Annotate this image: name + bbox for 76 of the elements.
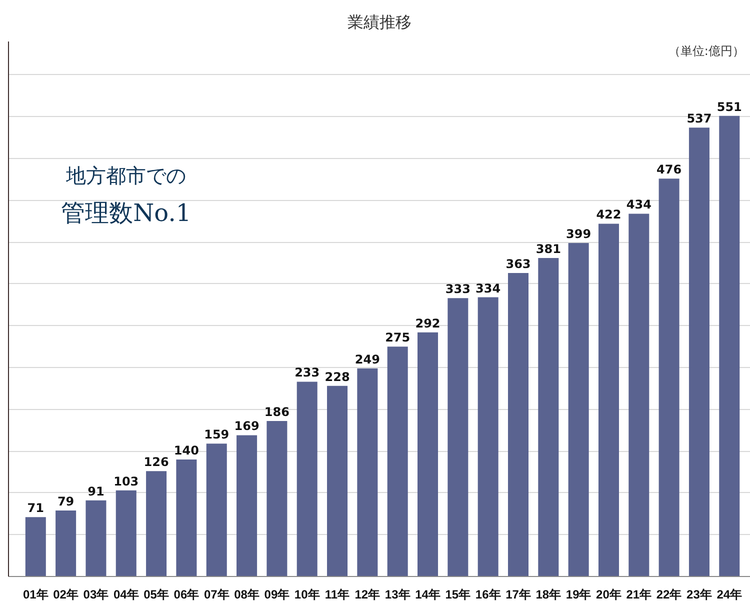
data-label: 551 <box>716 100 742 114</box>
x-tick-label: 22年 <box>656 588 682 602</box>
bar <box>56 510 76 576</box>
x-tick-label: 01年 <box>22 588 48 602</box>
data-label: 363 <box>506 257 531 272</box>
data-label: 233 <box>294 366 320 380</box>
data-label: 422 <box>596 208 622 222</box>
x-tick-label: 10年 <box>294 588 320 602</box>
annotation: 地方都市での <box>65 163 186 188</box>
data-label: 103 <box>114 474 139 488</box>
data-label: 381 <box>536 242 561 256</box>
bar <box>628 214 650 576</box>
data-label: 476 <box>656 162 682 177</box>
x-tick-label: 05年 <box>144 588 169 602</box>
bar <box>688 128 710 576</box>
x-tick-label: 03年 <box>83 588 109 602</box>
bar <box>176 459 197 576</box>
data-label: 169 <box>234 419 260 434</box>
bar <box>116 490 136 576</box>
x-tick-label: 17年 <box>506 588 531 602</box>
bar <box>719 116 740 576</box>
bar <box>266 421 288 576</box>
x-tick-label: 11年 <box>324 588 350 602</box>
data-label: 275 <box>385 330 410 345</box>
bar <box>296 382 318 576</box>
annotation: （単位:億円） <box>668 44 744 58</box>
x-tick-label: 12年 <box>354 588 380 602</box>
bar <box>327 386 348 576</box>
bar <box>206 444 227 576</box>
bar <box>658 178 680 576</box>
chart-title: 業績推移 <box>348 12 412 32</box>
x-tick-label: 24年 <box>716 588 742 602</box>
data-label: 399 <box>566 226 592 241</box>
data-label: 126 <box>144 455 169 470</box>
bar <box>448 298 468 576</box>
x-tick-label: 20年 <box>596 588 622 602</box>
x-tick-label: 14年 <box>415 588 440 602</box>
x-tick-label: 02年 <box>53 588 78 602</box>
bar <box>478 297 498 576</box>
bar <box>236 435 258 576</box>
bar <box>538 258 559 576</box>
bar <box>418 332 438 576</box>
x-tick-label: 16年 <box>475 588 501 602</box>
data-label: 91 <box>88 484 104 498</box>
bar <box>146 471 167 576</box>
x-tick-label: 18年 <box>536 588 562 602</box>
bar <box>508 273 529 576</box>
data-label: 186 <box>264 405 290 420</box>
data-label: 292 <box>415 316 440 330</box>
data-label: 71 <box>27 501 44 516</box>
x-tick-label: 09年 <box>264 588 290 602</box>
x-tick-label: 08年 <box>234 588 260 602</box>
x-tick-label: 21年 <box>626 588 652 602</box>
data-label: 249 <box>354 352 380 366</box>
x-tick-label: 07年 <box>204 588 230 602</box>
data-label: 228 <box>324 370 350 384</box>
x-tick-label: 13年 <box>384 588 410 602</box>
bar <box>357 368 378 576</box>
x-tick-label: 15年 <box>445 588 471 602</box>
x-tick-label: 06年 <box>174 588 200 602</box>
bar <box>387 346 408 576</box>
data-label: 434 <box>626 198 652 212</box>
bar <box>568 242 589 576</box>
data-label: 537 <box>686 112 712 126</box>
x-tick-label: 23年 <box>686 588 712 602</box>
data-label: 140 <box>174 443 199 458</box>
x-tick-label: 19年 <box>566 588 592 602</box>
x-tick-label: 04年 <box>113 588 139 602</box>
bar <box>25 517 46 576</box>
data-label: 159 <box>204 428 230 442</box>
data-label: 334 <box>476 281 501 296</box>
bar <box>86 500 106 576</box>
bar <box>598 224 619 576</box>
annotation: 管理数No.1 <box>61 198 192 227</box>
data-label: 79 <box>57 494 74 508</box>
data-label: 333 <box>445 282 470 296</box>
